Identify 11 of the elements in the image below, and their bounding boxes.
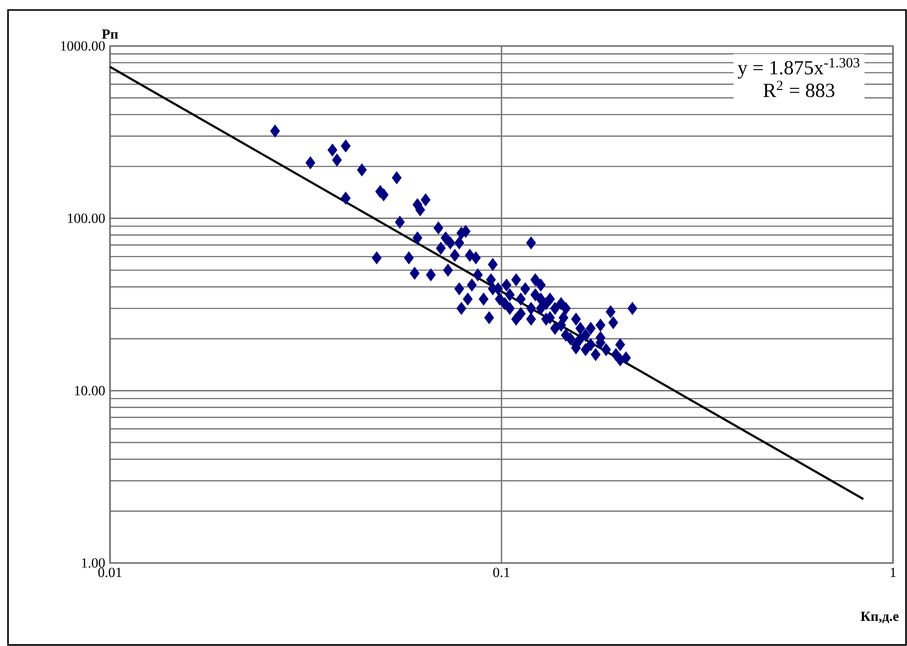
x-axis-title: Кп,д.е [860,612,899,624]
x-tick-label: 0.01 [98,568,122,578]
y-tick-label: 100.00 [68,214,105,224]
y-tick-label: 10.00 [75,386,105,396]
x-tick-label: 1 [890,568,896,577]
y-axis-title: Рп [102,29,118,39]
x-tick-label: 0.1 [493,568,510,578]
annotation: y = 1.875x$^{-1.303}$ [738,58,860,79]
y-tick-label: 1000.00 [61,41,105,51]
annotation: R$^{2}$ = 883 [763,80,834,98]
y-tick-label: 1.00 [82,558,105,568]
